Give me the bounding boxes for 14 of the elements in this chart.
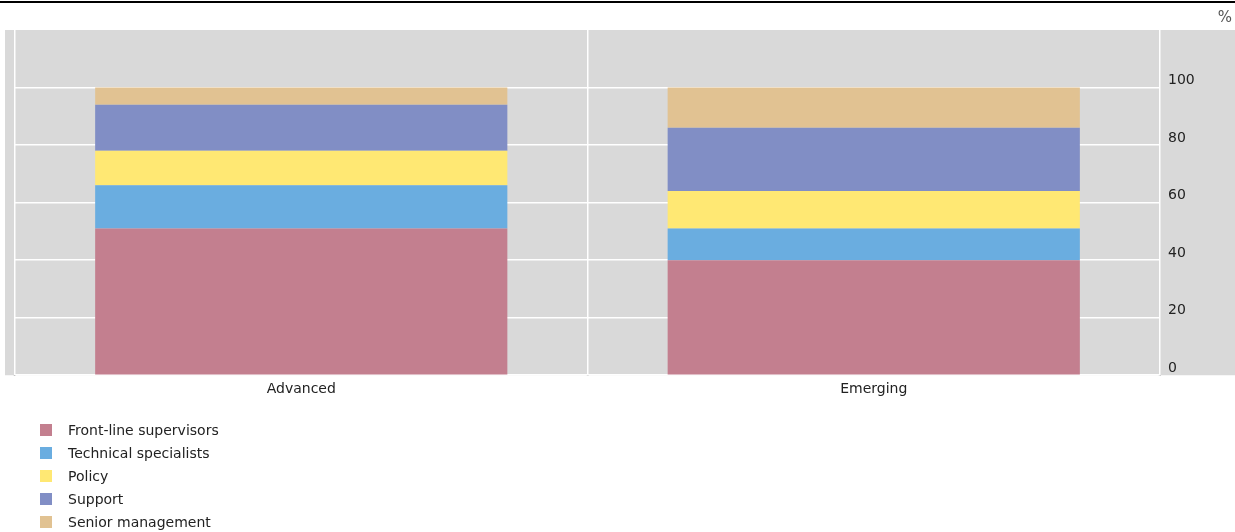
legend-label: Front-line supervisors [68,421,219,438]
y-tick-label: 20 [1168,301,1186,318]
y-axis-title: % [1217,8,1232,27]
y-tick-label: 40 [1168,243,1186,260]
legend-label: Senior management [68,513,211,530]
legend-label: Technical specialists [68,444,210,461]
x-tick-label: Emerging [840,380,908,397]
y-tick-label: 0 [1168,358,1177,375]
legend-label: Support [68,490,124,507]
y-tick-label: 80 [1168,128,1186,145]
legend-label: Policy [68,467,109,484]
y-tick-label: 100 [1168,71,1195,88]
y-tick-label: 60 [1168,186,1186,203]
x-tick-label: Advanced [266,380,336,397]
